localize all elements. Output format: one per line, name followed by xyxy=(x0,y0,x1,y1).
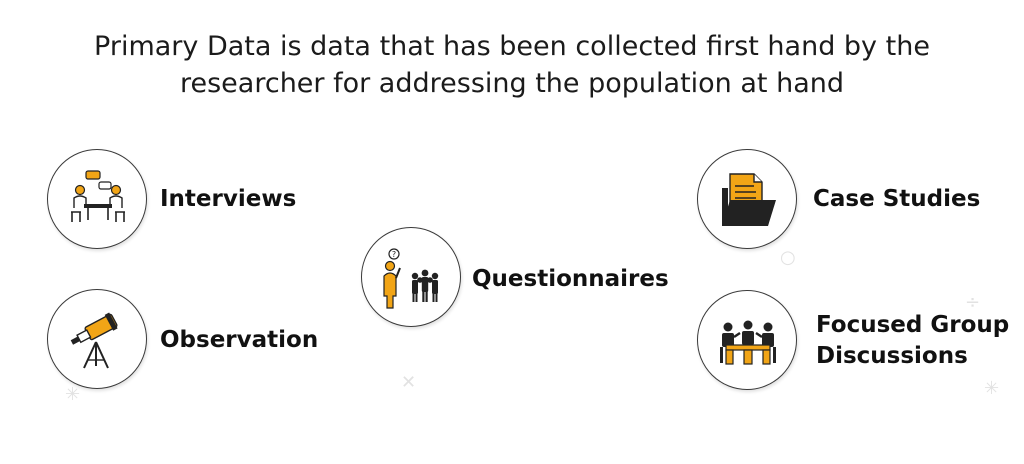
observation-label: Observation xyxy=(160,327,319,353)
decorative-sparkle: ✳ xyxy=(65,384,81,405)
questioning-crowd-icon: ? xyxy=(383,248,439,309)
document-folder-icon xyxy=(722,173,776,226)
icon-circle: ? xyxy=(361,227,461,327)
title-line-1: Primary Data is data that has been colle… xyxy=(94,31,930,62)
icon-circle xyxy=(697,290,797,390)
questionnaires-label: Questionnaires xyxy=(472,266,669,292)
decorative-cross: ✕ xyxy=(401,372,417,393)
telescope-icon xyxy=(70,312,118,369)
svg-text:?: ? xyxy=(392,250,396,259)
focused-group-label: Focused Group Discussions xyxy=(816,310,1009,372)
slide-title: Primary Data is data that has been colle… xyxy=(40,28,984,102)
decorative-small-circle: ○ xyxy=(780,247,796,268)
icon-circle xyxy=(697,149,797,249)
icon-circle xyxy=(47,289,147,389)
decorative-divide: ÷ xyxy=(965,292,981,313)
icon-circle xyxy=(47,149,147,249)
case-studies-label: Case Studies xyxy=(813,186,981,212)
decorative-sparkle: ✳ xyxy=(984,378,1000,399)
interviews-label: Interviews xyxy=(160,186,297,212)
focused-group-label-line-1: Focused Group xyxy=(816,312,1010,338)
interview-meeting-icon xyxy=(71,170,125,222)
group-discussion-icon xyxy=(720,320,776,365)
title-line-2: researcher for addressing the population… xyxy=(180,68,844,99)
focused-group-label-line-2: Discussions xyxy=(816,343,968,369)
